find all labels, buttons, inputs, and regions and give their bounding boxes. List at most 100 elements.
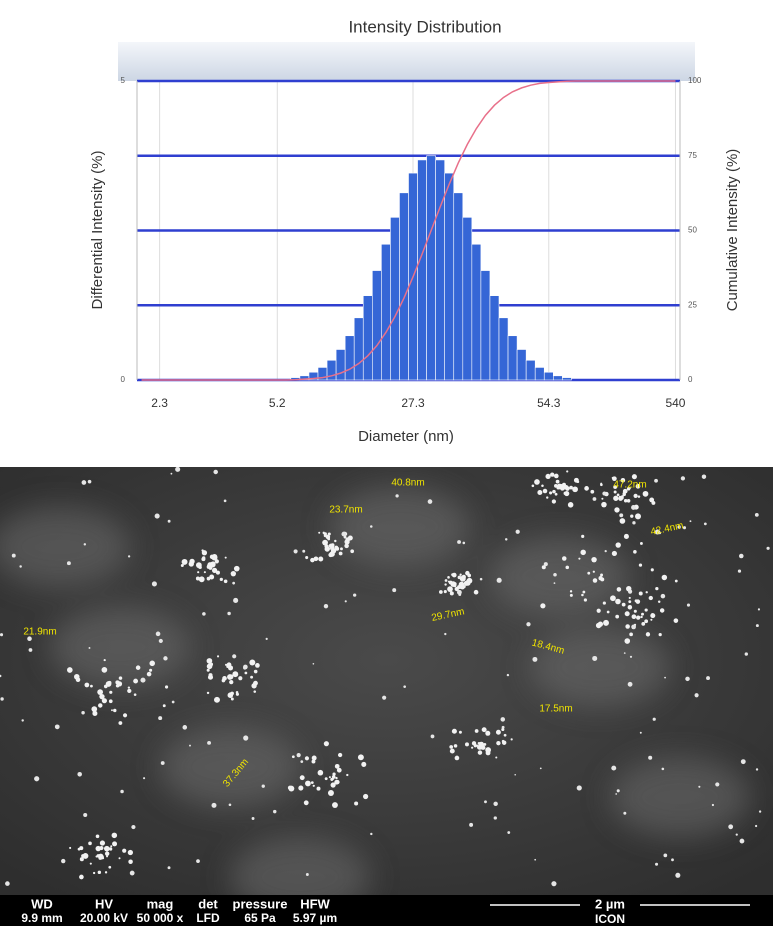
particle	[480, 746, 483, 750]
particle	[686, 603, 691, 607]
particle	[91, 706, 98, 712]
particle	[232, 671, 239, 678]
particle	[219, 577, 223, 581]
particle	[591, 556, 597, 563]
particle	[224, 663, 228, 666]
particle	[27, 636, 32, 641]
particle	[140, 677, 146, 683]
particle	[82, 852, 89, 859]
particle	[330, 782, 336, 788]
particle	[451, 728, 457, 734]
particle	[600, 577, 605, 582]
particle	[644, 619, 649, 624]
particle	[95, 845, 101, 852]
particle	[561, 556, 567, 561]
info-header: pressure	[233, 896, 288, 911]
particle	[754, 824, 758, 828]
size-annotation: 23.7nm	[329, 505, 362, 516]
particle	[590, 489, 595, 494]
particle	[11, 553, 16, 558]
particle	[443, 590, 447, 594]
bar	[498, 317, 509, 381]
particle	[657, 600, 661, 603]
particle	[155, 631, 161, 637]
particle	[592, 655, 598, 661]
particle	[479, 577, 483, 581]
particle	[611, 765, 617, 771]
particle	[623, 811, 627, 815]
particle	[463, 580, 469, 586]
particle	[715, 782, 720, 787]
particle	[757, 608, 761, 611]
particle	[661, 767, 665, 771]
x-tick-label: 27.3	[401, 396, 425, 410]
particle	[197, 571, 200, 574]
particle	[659, 608, 665, 613]
particle	[164, 685, 169, 689]
particle	[664, 676, 666, 679]
particle	[207, 562, 213, 568]
y-tick-label: 5	[121, 76, 126, 85]
particle	[645, 632, 651, 637]
particle	[87, 479, 92, 484]
particle	[758, 810, 762, 813]
particle	[61, 858, 66, 864]
particle	[537, 490, 543, 496]
particle	[694, 693, 699, 698]
particle	[554, 492, 558, 496]
particle	[323, 603, 329, 609]
particle	[592, 497, 597, 501]
particle	[582, 590, 586, 594]
particle	[461, 574, 466, 580]
particle	[473, 589, 479, 595]
particle	[69, 846, 72, 849]
particle	[228, 674, 234, 680]
particle	[613, 490, 617, 494]
particle	[103, 658, 106, 662]
particle	[223, 579, 228, 584]
particle	[151, 581, 157, 587]
particle	[735, 833, 738, 836]
particle	[740, 759, 746, 765]
x-axis-label: Diameter (nm)	[358, 428, 454, 445]
particle	[430, 734, 435, 739]
particle	[98, 703, 103, 708]
particle	[133, 678, 139, 684]
particle	[122, 713, 128, 718]
particle	[565, 565, 570, 570]
size-annotation: 47.2nm	[613, 480, 646, 491]
particle	[616, 493, 620, 497]
particle	[549, 491, 553, 495]
particle	[611, 550, 617, 557]
particle	[623, 499, 628, 503]
particle	[108, 847, 113, 851]
particle	[335, 776, 338, 780]
particle	[216, 655, 220, 658]
particle	[614, 507, 620, 513]
particle	[5, 881, 10, 886]
bar	[552, 375, 563, 381]
particle	[673, 618, 679, 623]
particle	[81, 480, 87, 485]
particle	[101, 667, 108, 673]
particle	[638, 591, 643, 596]
particle	[638, 563, 643, 567]
particle	[755, 624, 759, 628]
particle	[108, 865, 112, 869]
particle	[88, 841, 92, 846]
info-value: 50 000 x	[137, 911, 184, 925]
particle	[650, 618, 653, 621]
particle	[483, 742, 487, 746]
particle	[501, 740, 507, 745]
bar	[462, 217, 473, 381]
particle	[650, 613, 656, 619]
particle	[449, 591, 454, 596]
particle	[595, 622, 602, 629]
particle	[469, 822, 474, 827]
particle	[146, 671, 152, 677]
particle	[728, 824, 734, 830]
particle	[453, 583, 457, 588]
particle	[606, 610, 610, 614]
particle	[189, 558, 195, 565]
particle	[766, 546, 770, 550]
